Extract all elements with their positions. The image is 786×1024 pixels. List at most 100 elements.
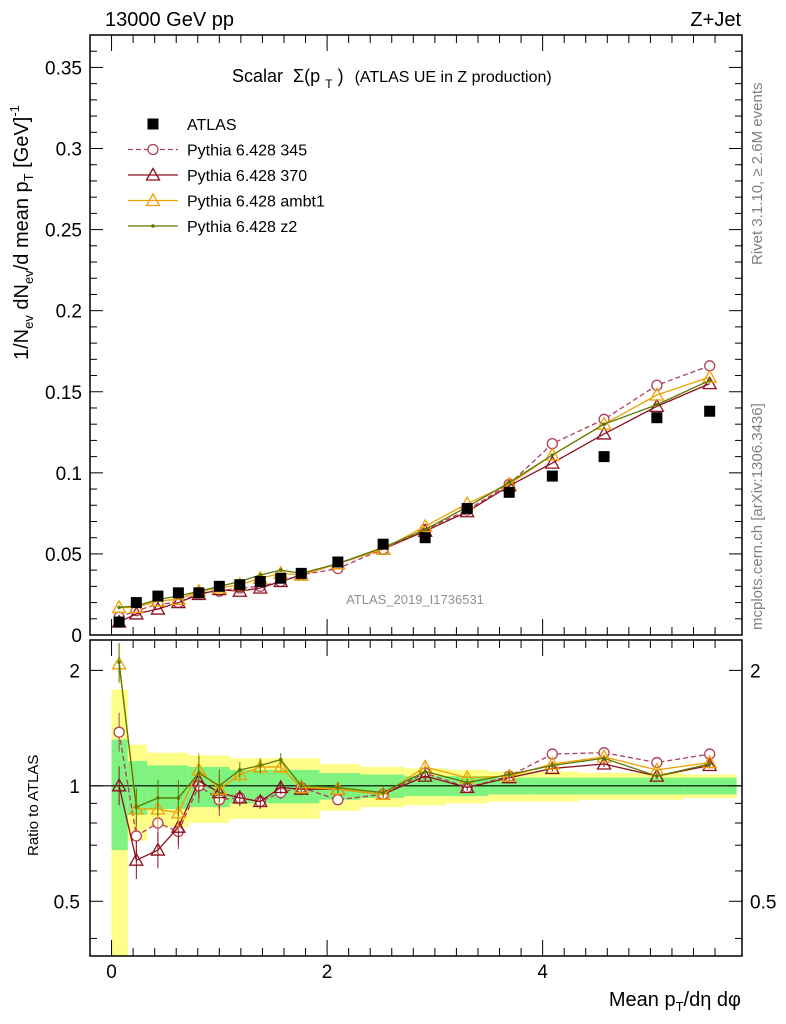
data-point	[232, 583, 248, 597]
ratio-ylabel: Ratio to ATLAS	[25, 755, 42, 856]
legend-item: ATLAS	[147, 117, 237, 134]
series-line	[119, 376, 710, 609]
header-right: Z+Jet	[690, 9, 741, 31]
legend: ATLAS Pythia 6.428 345 Pythia 6.428 370 Pyt…	[128, 117, 325, 236]
ratio-point	[299, 784, 304, 788]
ratio-point	[550, 763, 555, 768]
ratio-point	[237, 768, 242, 772]
ratio-y-tick-label-right: 2	[750, 661, 761, 682]
ratio-point	[655, 774, 659, 778]
y-tick-label: 0.1	[56, 464, 82, 485]
data-point	[130, 597, 142, 609]
ratio-frame	[89, 639, 743, 957]
ratio-point	[501, 769, 517, 784]
ratio-point	[273, 759, 289, 773]
title-sigma: Σ(p	[293, 66, 320, 86]
y-tick-label: 0.35	[45, 58, 82, 79]
legend-item: Pythia 6.428 345	[128, 143, 307, 160]
header-left: 13000 GeV pp	[105, 9, 234, 31]
y-tick-label: 0.15	[45, 383, 82, 404]
data-point	[544, 447, 560, 461]
data-point	[544, 455, 560, 469]
main-panel: ATLAS_2019_I1736531 0 0.05 0.1 0.15 0.2 0.25 0…	[7, 34, 743, 647]
legend-label: Pythia 6.428 370	[187, 168, 307, 185]
ratio-point	[293, 781, 309, 795]
series-pythia-6-428-345	[113, 360, 716, 623]
data-point	[503, 486, 515, 498]
chart-title: Scalar Σ(p T ) (ATLAS UE in Z production…	[232, 66, 552, 92]
data-point	[295, 567, 307, 579]
data-point	[649, 387, 665, 401]
ratio-point	[381, 790, 385, 795]
ratio-point	[702, 754, 718, 769]
y-tick-label: 0	[71, 626, 82, 647]
ratio-point	[375, 786, 391, 801]
legend-label: Pythia 6.428 345	[187, 143, 307, 160]
legend-marker	[145, 167, 161, 181]
data-point	[598, 451, 610, 463]
data-point	[651, 379, 663, 391]
data-point	[275, 572, 287, 584]
data-point	[651, 412, 663, 424]
main-frame	[89, 34, 743, 636]
ratio-series-pythia-6-428-z2	[117, 642, 712, 826]
data-point	[550, 453, 555, 457]
data-point	[423, 527, 427, 532]
x-tick-label: 2	[322, 962, 333, 983]
series-pythia-6-428-z2	[117, 378, 712, 610]
ratio-point	[134, 805, 139, 809]
ratio-point	[544, 756, 560, 770]
ratio-panel: 0.5 0.5 1 2 2 0 2 4 Ratio to ATLAS Mean pT/dη …	[25, 639, 776, 1014]
data-point	[152, 590, 164, 602]
legend-marker	[147, 118, 159, 130]
data-point	[258, 573, 263, 577]
series-atlas	[113, 405, 716, 628]
data-point	[234, 579, 246, 591]
ratio-point	[293, 779, 309, 794]
ratio-point	[258, 763, 263, 768]
y-tick-label: 0.2	[56, 302, 82, 323]
data-point	[252, 580, 268, 594]
data-point	[546, 470, 558, 482]
data-point	[332, 556, 344, 568]
y-tick-label: 0.25	[45, 221, 82, 242]
data-point	[128, 606, 144, 620]
ratio-point	[707, 762, 712, 766]
ratio-point	[232, 766, 248, 781]
ratio-point	[596, 749, 612, 763]
data-point	[419, 532, 431, 544]
series-line	[118, 365, 710, 618]
ratio-point	[417, 768, 433, 782]
ratio-y-tick-label-right: 0.5	[750, 892, 776, 913]
legend-label: Pythia 6.428 z2	[187, 219, 297, 236]
ratio-point	[170, 819, 186, 833]
main-ylabel: 1/Nev dNev/d mean pT [GeV]-1	[7, 105, 36, 360]
ratio-point	[170, 805, 186, 819]
ratio-point	[176, 796, 181, 800]
rivet-label: Rivet 3.1.10, ≥ 2.6M events	[749, 83, 766, 266]
watermark: ATLAS_2019_I1736531	[346, 592, 484, 607]
ratio-point	[544, 760, 560, 775]
ratio-y-tick-label: 1	[69, 777, 80, 798]
x-tick-label: 4	[537, 962, 548, 983]
data-point	[278, 568, 283, 572]
data-point	[170, 594, 186, 609]
data-point	[377, 538, 389, 550]
ratio-point	[113, 726, 125, 738]
legend-marker	[147, 143, 159, 156]
ratio-point	[232, 790, 248, 804]
ratio-xlabel: Mean pT/dη dφ	[609, 989, 741, 1014]
legend-item: Pythia 6.428 z2	[128, 219, 297, 236]
data-point	[213, 580, 225, 592]
mcplots-label: mcplots.cern.ch [arXiv:1306.3436]	[749, 403, 766, 630]
data-point	[461, 503, 473, 515]
series-pythia-6-428-ambt1	[111, 369, 718, 614]
y-tick-label: 0.3	[56, 140, 82, 161]
ratio-point	[602, 756, 606, 761]
ratio-point	[423, 769, 427, 774]
ratio-point	[252, 793, 268, 808]
data-point	[704, 360, 716, 372]
ratio-y-tick-label: 0.5	[54, 892, 80, 913]
data-point	[172, 587, 184, 599]
